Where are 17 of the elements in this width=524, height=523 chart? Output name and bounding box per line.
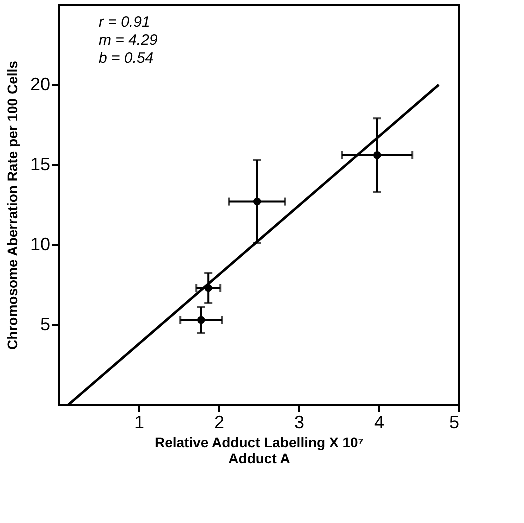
annotation: r = 0.91 [99,14,150,31]
y-tick-label: 15 [30,154,50,174]
point [198,316,206,324]
y-tick-label: 10 [30,234,50,254]
point [254,198,262,206]
x-tick-label: 3 [294,412,305,432]
point [374,152,382,160]
x-tick-label: 2 [214,412,225,432]
x-tick-label: 5 [449,412,460,432]
annotation: b = 0.54 [99,50,154,67]
y-tick-label: 20 [30,74,50,94]
y-axis-title: Chromosome Aberration Rate per 100 Cells [4,60,20,350]
annotation: m = 4.29 [99,32,158,49]
x-tick-label: 4 [374,412,385,432]
x-axis-title: Relative Adduct Labelling X 10⁷ Adduct A [154,434,364,466]
y-tick-label: 5 [40,314,50,334]
x-tick-label: 1 [134,412,145,432]
